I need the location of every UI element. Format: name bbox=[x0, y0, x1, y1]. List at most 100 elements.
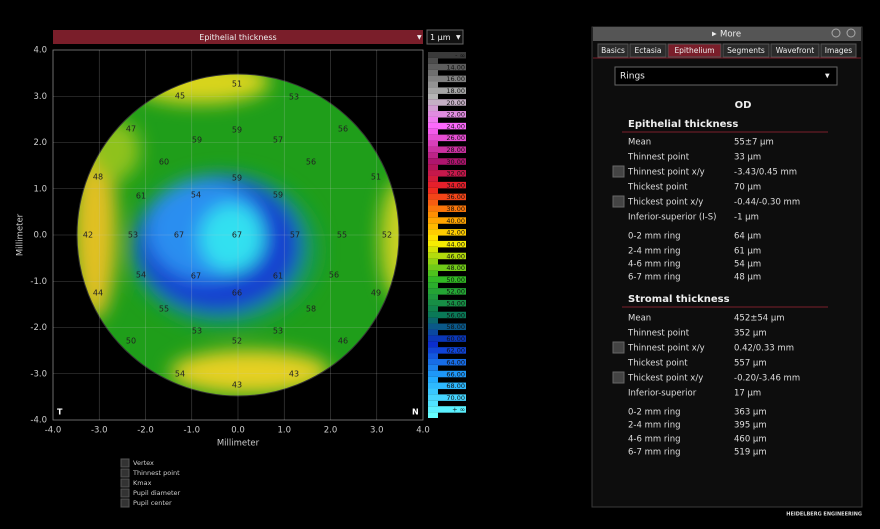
legend-checkbox[interactable] bbox=[121, 489, 129, 497]
row-value: 557 µm bbox=[734, 359, 767, 369]
map-value: 51 bbox=[232, 80, 242, 89]
scale-swatch bbox=[428, 253, 438, 259]
eye-label: OD bbox=[735, 100, 752, 111]
map-value: 67 bbox=[191, 272, 201, 281]
scale-swatch bbox=[428, 146, 438, 152]
row-label: Thinnest point x/y bbox=[627, 344, 705, 354]
legend-checkbox[interactable] bbox=[121, 469, 129, 477]
scale-swatch bbox=[428, 205, 438, 211]
tab-label: Segments bbox=[727, 46, 765, 55]
y-tick-label: -3.0 bbox=[30, 369, 47, 379]
row-value: -1 µm bbox=[734, 213, 759, 223]
scale-label: + ∞ bbox=[452, 406, 465, 414]
row-value: 395 µm bbox=[734, 421, 767, 431]
row-value: -3.43/0.45 mm bbox=[734, 168, 797, 178]
row-value: 519 µm bbox=[734, 448, 767, 458]
row-value: 33 µm bbox=[734, 153, 761, 163]
row-value: 48 µm bbox=[734, 273, 761, 283]
scale-label: 14.00 bbox=[446, 63, 465, 71]
more-label: More bbox=[720, 30, 741, 40]
row-value: 54 µm bbox=[734, 260, 761, 270]
scale-swatch bbox=[428, 217, 438, 223]
scale-swatch bbox=[428, 259, 438, 265]
scale-swatch bbox=[428, 347, 438, 353]
row-label: Mean bbox=[628, 314, 651, 324]
map-value: 59 bbox=[232, 174, 242, 183]
legend-checkbox[interactable] bbox=[121, 479, 129, 487]
scale-label: 28.00 bbox=[446, 146, 465, 154]
y-tick-label: 2.0 bbox=[33, 138, 47, 148]
legend-label: Pupil diameter bbox=[133, 489, 181, 497]
scale-swatch bbox=[428, 235, 438, 241]
scale-swatch bbox=[428, 412, 438, 418]
checkbox[interactable] bbox=[613, 166, 624, 177]
map-value: 57 bbox=[273, 136, 283, 145]
scale-swatch bbox=[428, 353, 438, 359]
row-label: 0-2 mm ring bbox=[628, 232, 681, 242]
scale-swatch bbox=[428, 99, 438, 105]
row-value: 55±7 µm bbox=[734, 138, 774, 148]
step-arrow: ▼ bbox=[456, 34, 461, 41]
checkbox[interactable] bbox=[613, 372, 624, 383]
legend-checkbox[interactable] bbox=[121, 499, 129, 507]
row-value: -0.44/-0.30 mm bbox=[734, 198, 800, 208]
map-value: 46 bbox=[338, 337, 348, 346]
row-value: 70 µm bbox=[734, 183, 761, 193]
scale-swatch bbox=[428, 87, 438, 93]
map-value: 53 bbox=[273, 327, 283, 336]
scale-label: 26.00 bbox=[446, 134, 465, 142]
row-label: Thickest point x/y bbox=[627, 198, 703, 208]
scale-swatch bbox=[428, 294, 438, 300]
checkbox[interactable] bbox=[613, 196, 624, 207]
map-value: 59 bbox=[273, 191, 283, 200]
x-tick-label: -3.0 bbox=[91, 426, 108, 436]
x-tick-label: 0.0 bbox=[231, 426, 245, 436]
legend-label: Vertex bbox=[133, 459, 154, 467]
scale-label: - ∞ bbox=[455, 52, 465, 60]
scale-label: 54.00 bbox=[446, 299, 465, 307]
scale-swatch bbox=[428, 341, 438, 347]
x-tick-label: 2.0 bbox=[324, 426, 338, 436]
checkbox[interactable] bbox=[613, 342, 624, 353]
map-value: 48 bbox=[93, 173, 103, 182]
scale-swatch bbox=[428, 329, 438, 335]
map-value: 55 bbox=[337, 231, 347, 240]
scale-swatch bbox=[428, 170, 438, 176]
map-value: 56 bbox=[306, 158, 316, 167]
scale-label: 48.00 bbox=[446, 264, 465, 272]
y-tick-label: 4.0 bbox=[33, 46, 47, 56]
scale-label: 62.00 bbox=[446, 347, 465, 355]
scale-swatch bbox=[428, 82, 438, 88]
scale-label: 60.00 bbox=[446, 335, 465, 343]
legend-label: Pupil center bbox=[133, 499, 172, 507]
rings-dropdown[interactable] bbox=[615, 67, 837, 85]
y-tick-label: -1.0 bbox=[30, 277, 47, 287]
scale-swatch bbox=[428, 312, 438, 318]
legend-checkbox[interactable] bbox=[121, 459, 129, 467]
x-tick-label: 1.0 bbox=[277, 426, 291, 436]
map-title: Epithelial thickness bbox=[199, 33, 276, 42]
y-tick-label: 0.0 bbox=[33, 231, 47, 241]
scale-swatch bbox=[428, 182, 438, 188]
scale-label: 42.00 bbox=[446, 229, 465, 237]
scale-swatch bbox=[428, 388, 438, 394]
scale-swatch bbox=[428, 282, 438, 288]
scale-swatch bbox=[428, 176, 438, 182]
map-value: 61 bbox=[136, 192, 146, 201]
map-dropdown-arrow: ▼ bbox=[417, 34, 422, 41]
row-label: 6-7 mm ring bbox=[628, 448, 681, 458]
row-label: Thickest point bbox=[627, 359, 688, 369]
map-value: 56 bbox=[338, 125, 348, 134]
tab-label: Basics bbox=[601, 46, 625, 55]
map-value: 67 bbox=[232, 231, 242, 240]
map-value: 51 bbox=[371, 173, 381, 182]
row-label: 2-4 mm ring bbox=[628, 421, 681, 431]
scale-label: 32.00 bbox=[446, 170, 465, 178]
scale-swatch bbox=[428, 406, 438, 412]
scale-swatch bbox=[428, 300, 438, 306]
row-label: 0-2 mm ring bbox=[628, 408, 681, 418]
scale-label: 46.00 bbox=[446, 252, 465, 260]
scale-label: 50.00 bbox=[446, 276, 465, 284]
scale-swatch bbox=[428, 58, 438, 64]
scale-label: 44.00 bbox=[446, 240, 465, 248]
